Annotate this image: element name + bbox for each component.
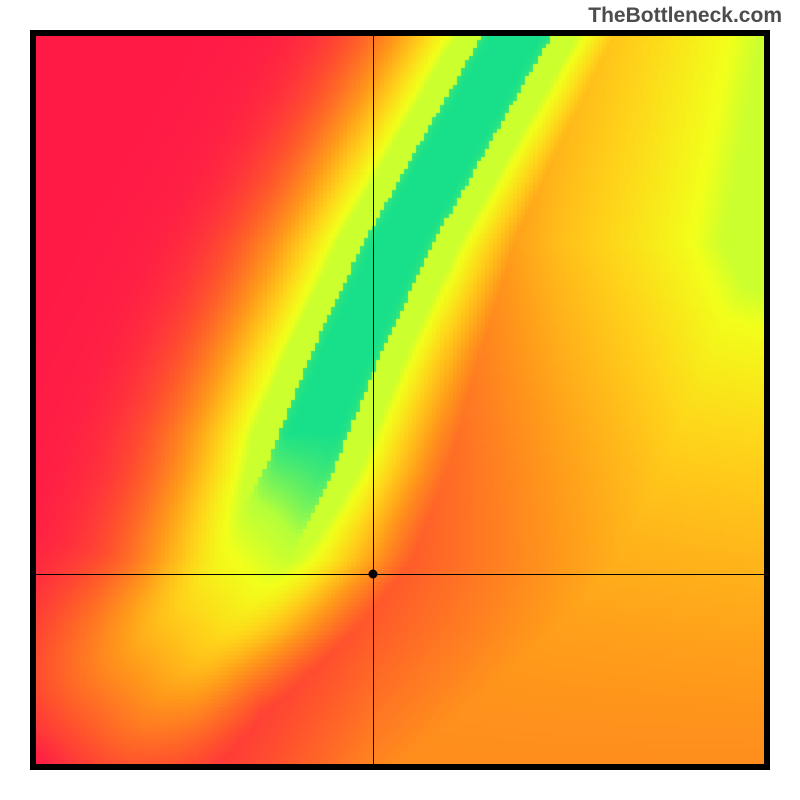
crosshair-horizontal bbox=[36, 574, 764, 575]
heatmap-canvas bbox=[36, 36, 764, 764]
plot-area bbox=[36, 36, 764, 764]
plot-frame bbox=[30, 30, 770, 770]
attribution-text: TheBottleneck.com bbox=[588, 4, 782, 28]
crosshair-vertical bbox=[373, 36, 374, 764]
crosshair-marker bbox=[369, 569, 378, 578]
